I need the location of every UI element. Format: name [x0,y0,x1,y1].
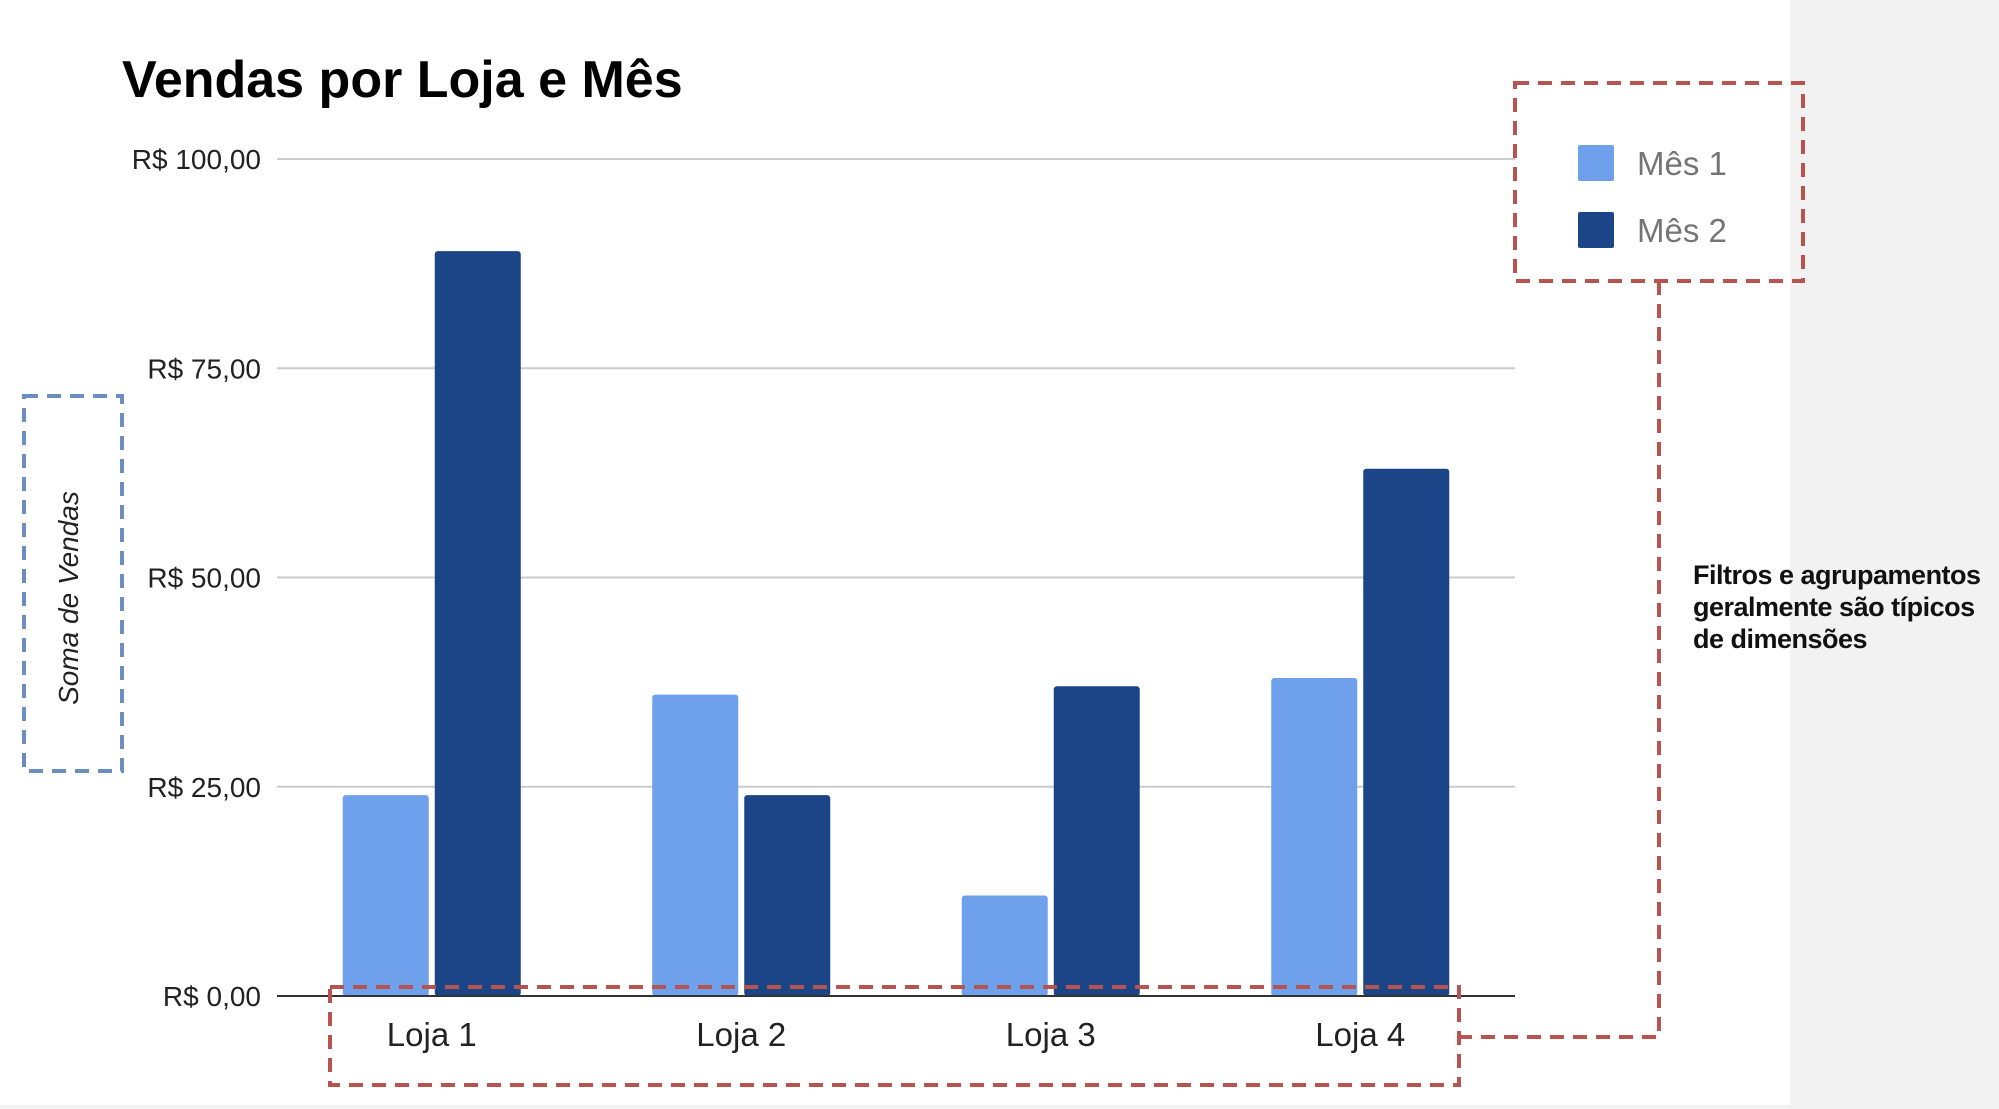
bar-3-1 [961,895,1048,996]
legend-swatch [1578,145,1614,181]
legend-label: Mês 1 [1637,145,1727,182]
y-axis-ticks: R$ 0,00 R$ 25,00 R$ 50,00 R$ 75,00 R$ 100,00 [132,144,261,1012]
x-category-label: Loja 4 [1315,1016,1405,1053]
annotation-line: Filtros e agrupamentos [1693,560,1981,590]
bar-4-2 [1363,468,1450,996]
bars [342,251,1450,996]
legend-label: Mês 2 [1637,212,1727,249]
x-category-label: Loja 3 [1006,1016,1096,1053]
bar-2-1 [652,694,739,996]
y-tick-label: R$ 75,00 [147,353,261,384]
legend-swatch [1578,212,1614,248]
bar-1-1 [342,795,429,996]
y-tick-label: R$ 100,00 [132,144,261,175]
bar-4-1 [1271,677,1358,996]
chart-title: Vendas por Loja e Mês [122,51,683,109]
bar-2-2 [744,795,831,996]
legend: Mês 1 Mês 2 [1578,145,1727,249]
y-tick-label: R$ 50,00 [147,563,261,594]
x-category-label: Loja 2 [696,1016,786,1053]
bar-3-2 [1053,686,1140,996]
x-axis-categories: Loja 1 Loja 2 Loja 3 Loja 4 [387,1016,1405,1053]
y-axis-label: Soma de Vendas [53,491,84,705]
y-tick-label: R$ 0,00 [163,981,261,1012]
ylabel-highlight-box [22,394,124,773]
y-tick-label: R$ 25,00 [147,772,261,803]
x-category-label: Loja 1 [387,1016,477,1053]
annotation-line: geralmente são típicos [1693,592,1975,622]
bar-1-2 [434,251,521,996]
annotation-line: de dimensões [1693,624,1867,654]
chart-background [0,0,1790,1105]
